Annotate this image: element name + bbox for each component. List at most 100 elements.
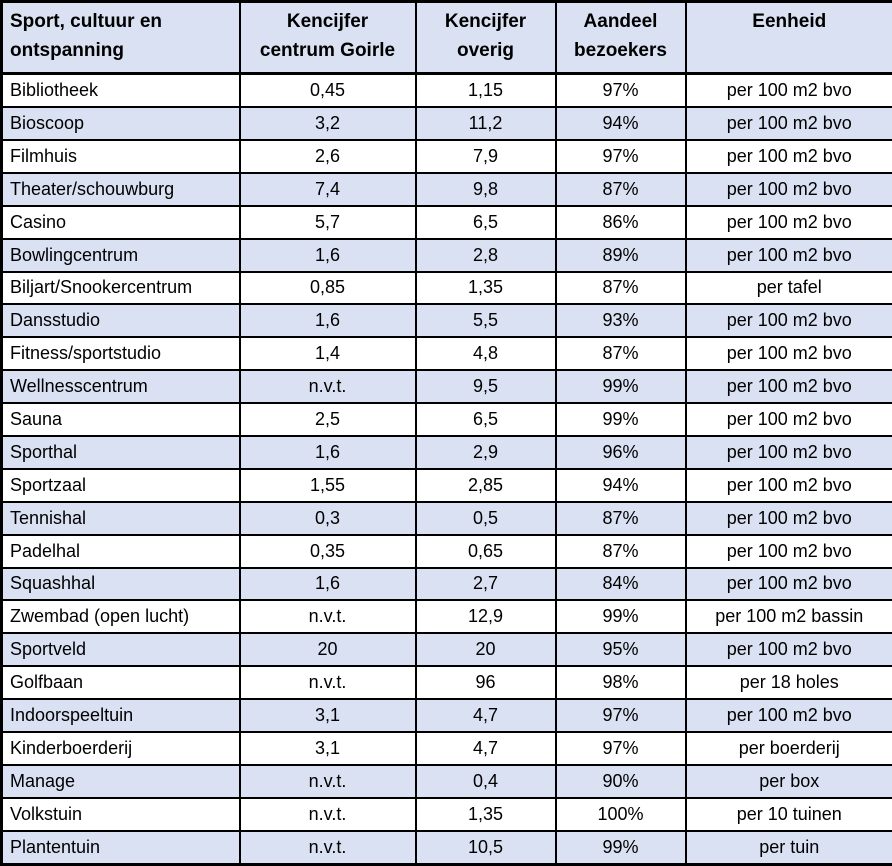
- cell-kencijfer-centrum-goirle: 0,85: [238, 270, 417, 306]
- table-row: Golfbaan n.v.t. 96 98% per 18 holes: [0, 665, 892, 701]
- cell-kencijfer-centrum-goirle: 1,4: [238, 336, 417, 372]
- table-row: Tennishal 0,3 0,5 87% per 100 m2 bvo: [0, 500, 892, 536]
- cell-kencijfer-centrum-goirle: n.v.t.: [238, 829, 417, 866]
- cell-category: Tennishal: [0, 500, 241, 536]
- cell-eenheid: per 100 m2 bvo: [684, 336, 892, 372]
- cell-kencijfer-centrum-goirle: 3,1: [238, 698, 417, 733]
- cell-kencijfer-overig: 9,8: [414, 171, 557, 207]
- cell-category: Squashhal: [0, 566, 241, 602]
- cell-kencijfer-centrum-goirle: 3,1: [238, 730, 417, 766]
- table-row: Sportveld 20 20 95% per 100 m2 bvo: [0, 632, 892, 668]
- cell-kencijfer-overig: 96: [414, 665, 557, 701]
- cell-kencijfer-overig: 20: [414, 632, 557, 668]
- table-row: Squashhal 1,6 2,7 84% per 100 m2 bvo: [0, 566, 892, 602]
- cell-kencijfer-centrum-goirle: 20: [238, 632, 417, 668]
- cell-aandeel-bezoekers: 98%: [554, 665, 687, 701]
- cell-eenheid: per 100 m2 bvo: [684, 467, 892, 503]
- cell-category: Padelhal: [0, 533, 241, 569]
- cell-kencijfer-overig: 5,5: [414, 303, 557, 339]
- cell-kencijfer-overig: 1,35: [414, 796, 557, 832]
- cell-category: Kinderboerderij: [0, 730, 241, 766]
- cell-category: Theater/schouwburg: [0, 171, 241, 207]
- header-row: Sport, cultuur en ontspanning Kencijfer …: [0, 0, 892, 75]
- table-row: Sportzaal 1,55 2,85 94% per 100 m2 bvo: [0, 467, 892, 503]
- cell-kencijfer-overig: 12,9: [414, 599, 557, 635]
- cell-kencijfer-overig: 10,5: [414, 829, 557, 866]
- cell-kencijfer-overig: 0,65: [414, 533, 557, 569]
- cell-category: Dansstudio: [0, 303, 241, 339]
- cell-category: Bioscoop: [0, 106, 241, 141]
- cell-eenheid: per 100 m2 bvo: [684, 632, 892, 668]
- table-row: Casino 5,7 6,5 86% per 100 m2 bvo: [0, 204, 892, 240]
- cell-aandeel-bezoekers: 95%: [554, 632, 687, 668]
- cell-aandeel-bezoekers: 86%: [554, 204, 687, 240]
- cell-kencijfer-overig: 4,7: [414, 730, 557, 766]
- cell-kencijfer-overig: 4,7: [414, 698, 557, 733]
- cell-eenheid: per 100 m2 bvo: [684, 434, 892, 470]
- cell-aandeel-bezoekers: 99%: [554, 829, 687, 866]
- cell-kencijfer-centrum-goirle: 1,6: [238, 566, 417, 602]
- cell-aandeel-bezoekers: 99%: [554, 402, 687, 437]
- cell-category: Bibliotheek: [0, 72, 241, 109]
- cell-aandeel-bezoekers: 99%: [554, 599, 687, 635]
- table-row: Wellnesscentrum n.v.t. 9,5 99% per 100 m2 bv…: [0, 369, 892, 405]
- cell-kencijfer-centrum-goirle: 1,6: [238, 434, 417, 470]
- cell-eenheid: per 100 m2 bvo: [684, 138, 892, 174]
- table-row: Theater/schouwburg 7,4 9,8 87% per 100 m2 bv…: [0, 171, 892, 207]
- table-row: Filmhuis 2,6 7,9 97% per 100 m2 bvo: [0, 138, 892, 174]
- table-row: Volkstuin n.v.t. 1,35 100% per 10 tuinen: [0, 796, 892, 832]
- cell-aandeel-bezoekers: 84%: [554, 566, 687, 602]
- cell-category: Sportzaal: [0, 467, 241, 503]
- cell-aandeel-bezoekers: 100%: [554, 796, 687, 832]
- table-row: Padelhal 0,35 0,65 87% per 100 m2 bvo: [0, 533, 892, 569]
- cell-eenheid: per boerderij: [684, 730, 892, 766]
- cell-category: Casino: [0, 204, 241, 240]
- cell-eenheid: per 100 m2 bvo: [684, 204, 892, 240]
- col-header-kencijfer-overig: Kencijfer overig: [414, 0, 557, 75]
- cell-kencijfer-overig: 0,5: [414, 500, 557, 536]
- col-header-aandeel-bezoekers: Aandeel bezoekers: [554, 0, 687, 75]
- cell-eenheid: per 100 m2 bvo: [684, 171, 892, 207]
- cell-aandeel-bezoekers: 90%: [554, 763, 687, 799]
- cell-aandeel-bezoekers: 87%: [554, 533, 687, 569]
- cell-kencijfer-overig: 1,15: [414, 72, 557, 109]
- cell-kencijfer-centrum-goirle: 5,7: [238, 204, 417, 240]
- cell-category: Wellnesscentrum: [0, 369, 241, 405]
- cell-aandeel-bezoekers: 97%: [554, 730, 687, 766]
- cell-eenheid: per 100 m2 bvo: [684, 402, 892, 437]
- cell-eenheid: per 100 m2 bvo: [684, 303, 892, 339]
- cell-category: Sporthal: [0, 434, 241, 470]
- table-row: Sporthal 1,6 2,9 96% per 100 m2 bvo: [0, 434, 892, 470]
- cell-aandeel-bezoekers: 97%: [554, 698, 687, 733]
- cell-eenheid: per box: [684, 763, 892, 799]
- cell-aandeel-bezoekers: 97%: [554, 72, 687, 109]
- cell-eenheid: per 100 m2 bvo: [684, 369, 892, 405]
- cell-eenheid: per 18 holes: [684, 665, 892, 701]
- cell-kencijfer-centrum-goirle: 1,55: [238, 467, 417, 503]
- table-row: Bibliotheek 0,45 1,15 97% per 100 m2 bvo: [0, 72, 892, 109]
- table-row: Kinderboerderij 3,1 4,7 97% per boerderij: [0, 730, 892, 766]
- table-row: Plantentuin n.v.t. 10,5 99% per tuin: [0, 829, 892, 866]
- cell-kencijfer-overig: 0,4: [414, 763, 557, 799]
- cell-category: Manage: [0, 763, 241, 799]
- cell-aandeel-bezoekers: 89%: [554, 237, 687, 273]
- cell-kencijfer-centrum-goirle: n.v.t.: [238, 369, 417, 405]
- cell-kencijfer-centrum-goirle: n.v.t.: [238, 665, 417, 701]
- cell-kencijfer-centrum-goirle: 2,6: [238, 138, 417, 174]
- cell-kencijfer-centrum-goirle: 0,45: [238, 72, 417, 109]
- table-row: Fitness/sportstudio 1,4 4,8 87% per 100 m2 b…: [0, 336, 892, 372]
- cell-category: Bowlingcentrum: [0, 237, 241, 273]
- cell-aandeel-bezoekers: 96%: [554, 434, 687, 470]
- cell-aandeel-bezoekers: 94%: [554, 106, 687, 141]
- cell-kencijfer-centrum-goirle: 2,5: [238, 402, 417, 437]
- cell-aandeel-bezoekers: 93%: [554, 303, 687, 339]
- cell-kencijfer-overig: 6,5: [414, 204, 557, 240]
- cell-eenheid: per 100 m2 bvo: [684, 533, 892, 569]
- cell-kencijfer-overig: 4,8: [414, 336, 557, 372]
- cell-eenheid: per 100 m2 bvo: [684, 500, 892, 536]
- cell-category: Sportveld: [0, 632, 241, 668]
- cell-kencijfer-centrum-goirle: 1,6: [238, 303, 417, 339]
- table-row: Zwembad (open lucht) n.v.t. 12,9 99% per 100…: [0, 599, 892, 635]
- cell-kencijfer-overig: 2,85: [414, 467, 557, 503]
